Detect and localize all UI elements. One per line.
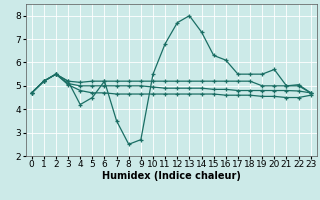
X-axis label: Humidex (Indice chaleur): Humidex (Indice chaleur) bbox=[102, 171, 241, 181]
